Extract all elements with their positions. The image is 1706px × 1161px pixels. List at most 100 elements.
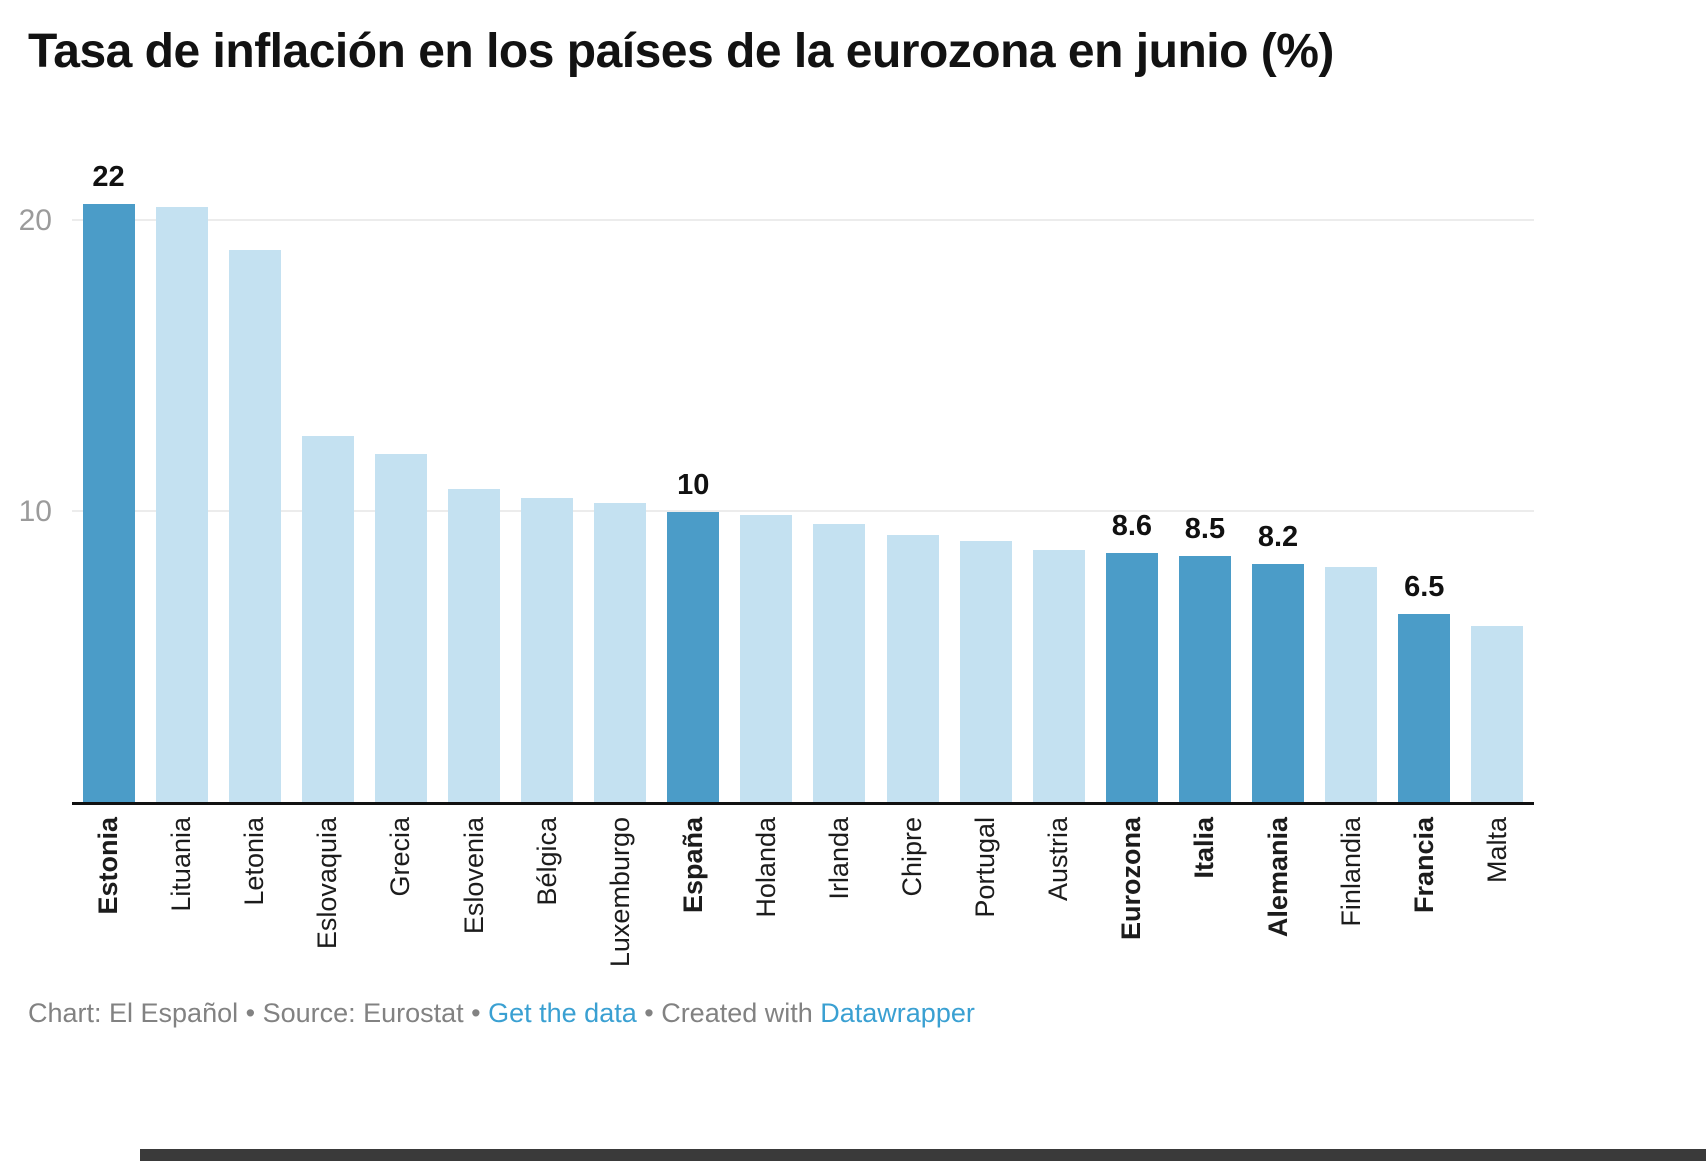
x-axis-label: Malta — [1481, 817, 1512, 884]
x-axis-label: Italia — [1189, 817, 1220, 879]
x-axis-label-cell: Bélgica — [511, 817, 584, 995]
x-axis-label-cell: Chipre — [876, 817, 949, 995]
x-axis-label-cell: Italia — [1168, 817, 1241, 995]
x-axis-label: Eslovaquia — [312, 817, 343, 950]
x-axis-label: Francia — [1408, 817, 1439, 914]
x-axis-label: Eurozona — [1116, 817, 1147, 941]
bar-eslovenia[interactable] — [448, 488, 501, 803]
x-axis-label-cell: Lituania — [145, 817, 218, 995]
bar-value-label: 8.5 — [1184, 512, 1226, 545]
bar-portugal[interactable] — [959, 541, 1012, 803]
bar-column — [730, 163, 803, 803]
bar-value-label: 10 — [677, 469, 710, 502]
x-axis-label: España — [677, 817, 708, 914]
x-axis-label: Letonia — [239, 817, 270, 906]
x-axis-label: Finlandia — [1335, 817, 1366, 927]
bar-lituania[interactable] — [155, 206, 208, 803]
bar-eurozona[interactable] — [1105, 552, 1158, 803]
bar-column: 10 — [657, 163, 730, 803]
bar-column — [145, 163, 218, 803]
x-axis-baseline — [72, 802, 1534, 805]
bar-estonia[interactable] — [82, 204, 135, 803]
bar-holanda[interactable] — [740, 515, 793, 803]
bar-column — [584, 163, 657, 803]
bar-column: 6.5 — [1388, 163, 1461, 803]
gridlines — [72, 163, 1534, 803]
bar-chipre[interactable] — [886, 535, 939, 803]
x-axis-label-cell: Eurozona — [1095, 817, 1168, 995]
bar-column — [364, 163, 437, 803]
bar-column: 8.2 — [1242, 163, 1315, 803]
x-axis-label: Austria — [1043, 817, 1074, 902]
bar-column — [1461, 163, 1534, 803]
x-axis-label: Luxemburgo — [604, 817, 635, 968]
x-axis-label: Bélgica — [531, 817, 562, 906]
bar-column: 8.6 — [1095, 163, 1168, 803]
bar-italia[interactable] — [1178, 555, 1231, 803]
gridline — [72, 510, 1534, 513]
y-axis: 10 20 — [0, 163, 58, 803]
bar-value-label: 22 — [92, 161, 125, 193]
bar-column — [876, 163, 949, 803]
footer-created-with-text: • Created with — [636, 998, 821, 1028]
x-axis-label: Eslovenia — [458, 817, 489, 935]
bar-letonia[interactable] — [228, 250, 281, 803]
x-axis-label: Holanda — [750, 817, 781, 918]
bar-column — [291, 163, 364, 803]
get-the-data-link[interactable]: Get the data — [488, 998, 637, 1028]
bar-value-label: 6.5 — [1404, 570, 1445, 603]
bar-luxemburgo[interactable] — [594, 503, 647, 803]
bar-irlanda[interactable] — [813, 523, 866, 803]
x-axis-labels: Estonia Lituania Letonia Eslovaquia Grecia Es… — [72, 817, 1534, 995]
bar-column: 8.5 — [1168, 163, 1241, 803]
x-axis-label-cell: Grecia — [364, 817, 437, 995]
footer-credits: Chart: El Español • Source: Eurostat • G… — [28, 998, 975, 1029]
bar-bélgica[interactable] — [521, 497, 574, 803]
x-axis-label-cell: Francia — [1388, 817, 1461, 995]
bar-malta[interactable] — [1471, 625, 1524, 803]
x-axis-label-cell: Finlandia — [1315, 817, 1388, 995]
x-axis-label: Portugal — [970, 817, 1001, 918]
x-axis-label-cell: Irlanda — [803, 817, 876, 995]
bar-austria[interactable] — [1032, 549, 1085, 803]
x-axis-label: Estonia — [93, 817, 124, 915]
x-axis-label-cell: Austria — [1022, 817, 1095, 995]
bar-column — [803, 163, 876, 803]
bar-column — [511, 163, 584, 803]
bar-grecia[interactable] — [374, 453, 427, 803]
footer-credit-text: Chart: El Español • Source: Eurostat • — [28, 998, 489, 1028]
bar-column — [218, 163, 291, 803]
x-axis-label: Grecia — [385, 817, 416, 897]
x-axis-label-cell: Eslovaquia — [291, 817, 364, 995]
bar-column — [1315, 163, 1388, 803]
bar-españa[interactable] — [667, 512, 720, 803]
bar-francia[interactable] — [1398, 613, 1451, 803]
x-axis-label-cell: Eslovenia — [437, 817, 510, 995]
bars-row: 22 10 8.6 8.5 8.2 6.5 — [72, 163, 1534, 803]
x-axis-label-cell: Luxemburgo — [584, 817, 657, 995]
x-axis-label-cell: España — [657, 817, 730, 995]
bar-finlandia[interactable] — [1325, 567, 1378, 803]
bar-column — [1022, 163, 1095, 803]
x-axis-label-cell: Holanda — [730, 817, 803, 995]
plot-area: 22 10 8.6 8.5 8.2 6.5 — [72, 163, 1534, 803]
bar-alemania[interactable] — [1252, 564, 1305, 803]
x-axis-label-cell: Alemania — [1242, 817, 1315, 995]
datawrapper-link[interactable]: Datawrapper — [820, 998, 975, 1028]
y-axis-tick-label: 10 — [18, 495, 52, 529]
x-axis-label-cell: Letonia — [218, 817, 291, 995]
chart-title: Tasa de inflación en los países de la eu… — [28, 25, 1334, 78]
bar-column: 22 — [72, 163, 145, 803]
bar-eslovaquia[interactable] — [301, 436, 354, 803]
bar-value-label: 8.6 — [1111, 509, 1153, 542]
x-axis-label: Alemania — [1262, 817, 1293, 938]
x-axis-label: Chipre — [897, 817, 928, 897]
x-axis-label-cell: Estonia — [72, 817, 145, 995]
x-axis-label: Irlanda — [823, 817, 854, 900]
bottom-bar — [140, 1149, 1706, 1161]
bar-value-label: 8.2 — [1257, 521, 1299, 554]
bar-column — [437, 163, 510, 803]
gridline — [72, 219, 1534, 222]
x-axis-label: Lituania — [166, 817, 197, 912]
